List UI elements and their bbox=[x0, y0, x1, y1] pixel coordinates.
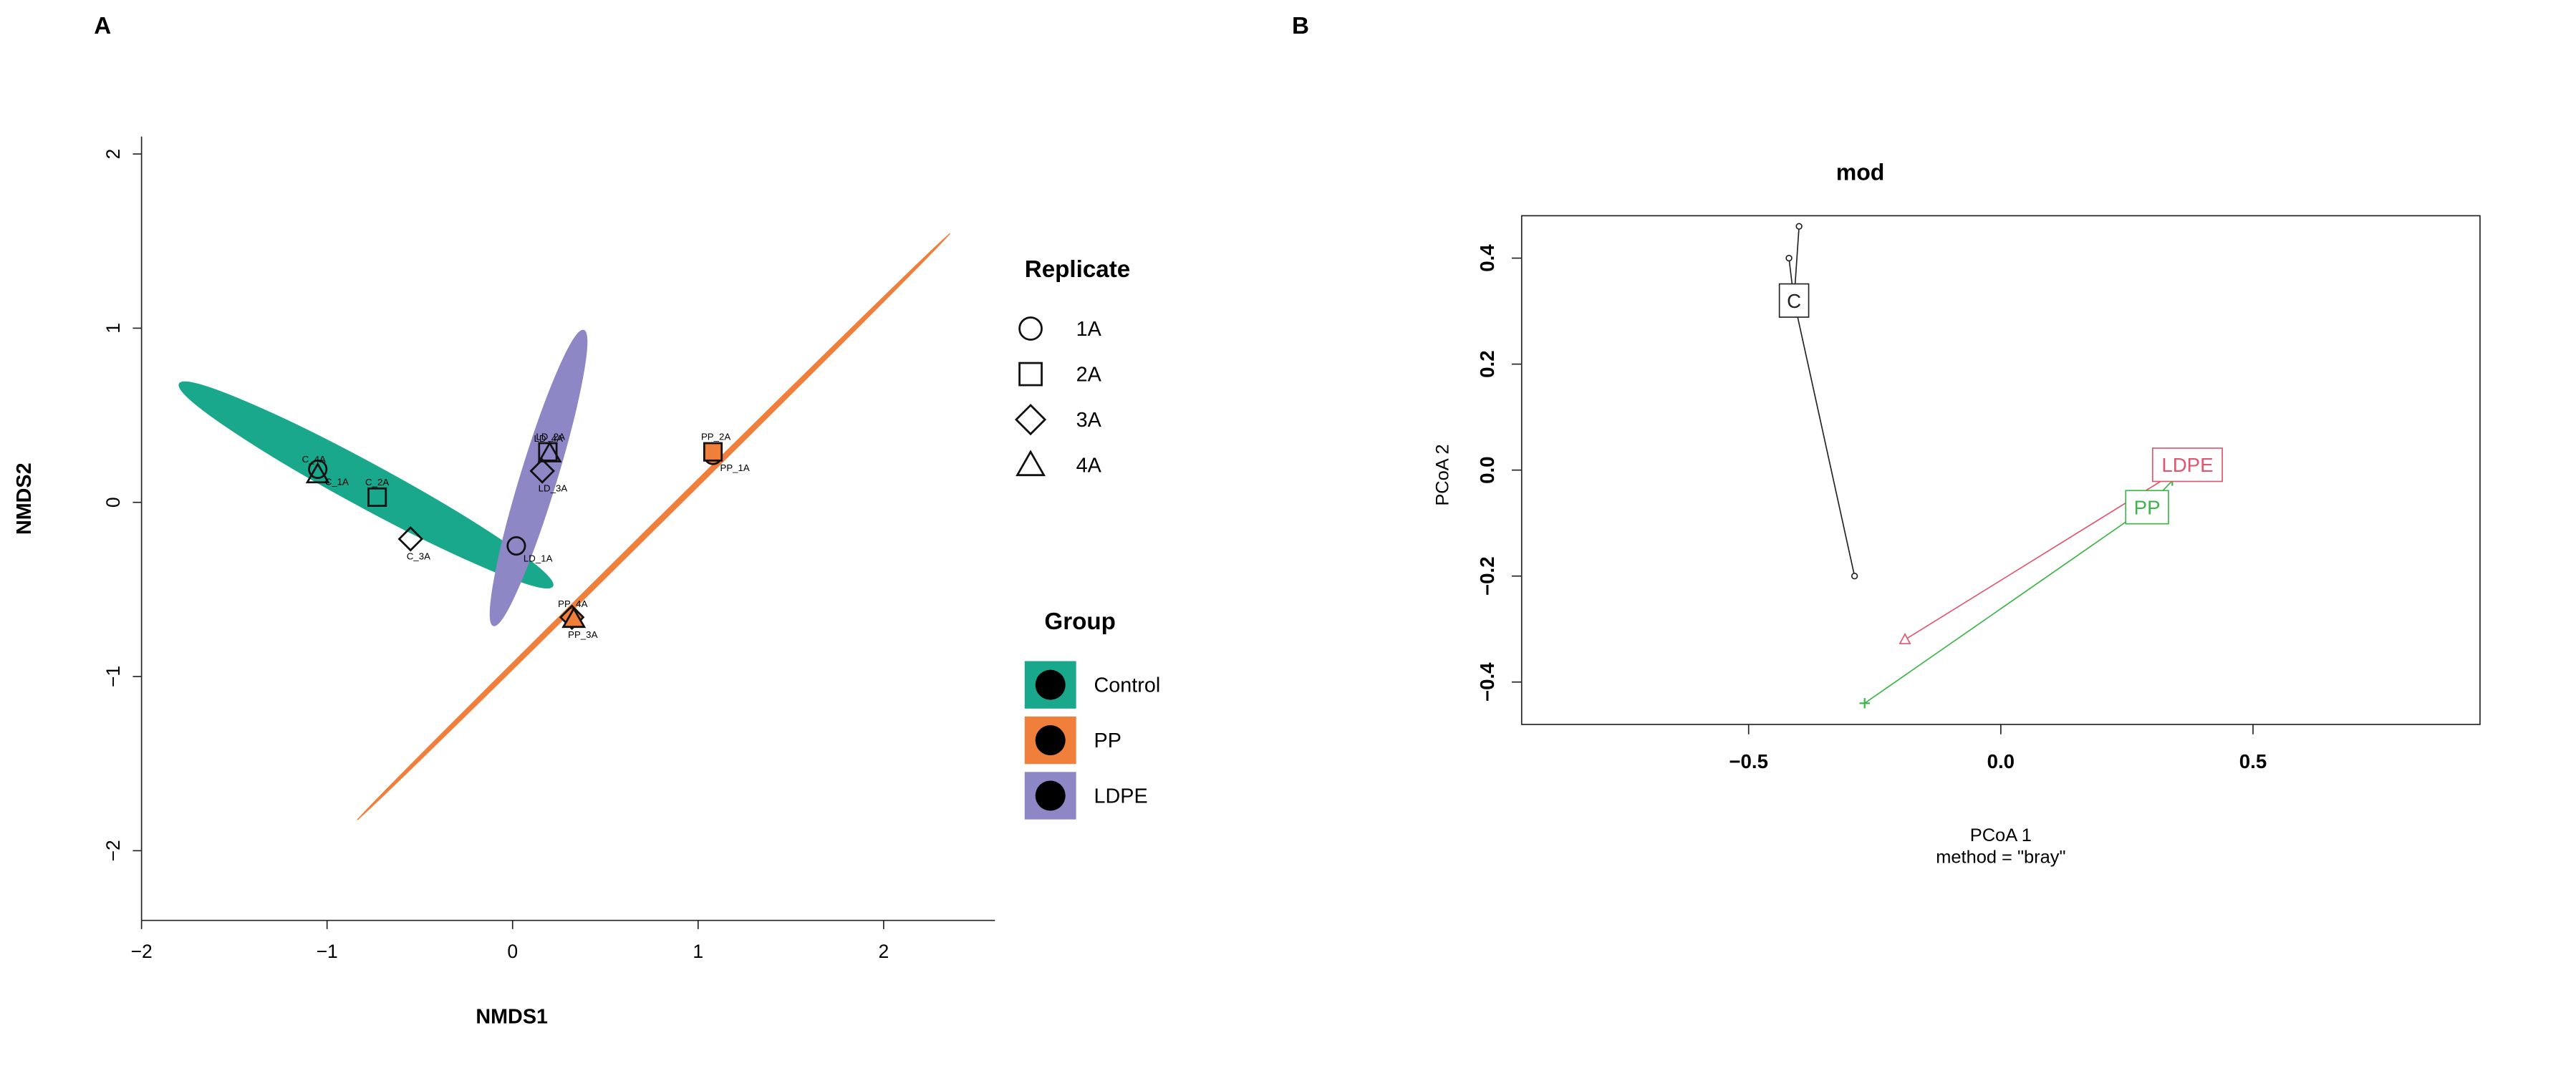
axes bbox=[140, 136, 995, 921]
legend-replicate-label: 1A bbox=[1076, 318, 1102, 341]
pcoa-point bbox=[1785, 254, 1793, 262]
point-label: LD_2A bbox=[536, 432, 565, 442]
pcoa-y-tick-label: 0.0 bbox=[1476, 456, 1498, 483]
point-c_1a bbox=[308, 459, 328, 480]
point-labels-layer: C_1A C_2A C_3A C_4A PP_1A PP_2A PP_3A PP_4A LD_1… bbox=[302, 432, 750, 640]
x-axis-title: NMDS1 bbox=[476, 1005, 548, 1028]
point-pp_4a bbox=[561, 606, 587, 629]
x-tick-label: 0 bbox=[507, 941, 518, 962]
legend-replicate-label: 2A bbox=[1076, 364, 1102, 387]
legend-replicate-items: 1A 2A 3A 4A bbox=[1014, 316, 1102, 477]
pcoa-point bbox=[1899, 633, 1911, 644]
pcoa-title: mod bbox=[1836, 160, 1885, 185]
y-tick-label: −1 bbox=[102, 666, 124, 687]
point-label: LD_1A bbox=[524, 553, 553, 564]
y-tick-label: 0 bbox=[102, 497, 124, 508]
legend-square-icon bbox=[1018, 362, 1043, 387]
legend-circle-icon bbox=[1018, 316, 1043, 341]
pcoa-x-tick-label: 0.5 bbox=[2239, 750, 2267, 772]
dispersion-segments bbox=[1788, 226, 2189, 704]
pcoa-y-ticks: −0.4 −0.2 0.0 0.2 0.4 bbox=[1476, 244, 1522, 702]
x-ticks: −2 −1 0 1 2 bbox=[131, 920, 889, 962]
dispersion-segment bbox=[1864, 506, 2148, 704]
legend-group-label: Control bbox=[1094, 674, 1161, 697]
point-label: LD_3A bbox=[539, 483, 568, 494]
point-label: C_2A bbox=[365, 477, 389, 488]
point-label: C_1A bbox=[325, 477, 349, 488]
legend-replicate-label: 4A bbox=[1076, 455, 1102, 477]
point-label: LD_4A bbox=[534, 433, 563, 444]
centroid-label-c: C bbox=[1787, 290, 1801, 312]
y-ticks: −2 −1 0 1 2 bbox=[102, 149, 142, 861]
point-label: C_4A bbox=[302, 454, 326, 465]
point-label: PP_1A bbox=[720, 462, 749, 473]
x-tick-label: 2 bbox=[878, 941, 889, 962]
x-tick-label: −2 bbox=[131, 941, 153, 962]
x-tick-label: 1 bbox=[693, 941, 703, 962]
legend: Replicate 1A 2A 3A 4A Group Control PP LDPE bbox=[1014, 256, 1161, 820]
legend-replicate-title: Replicate bbox=[1025, 256, 1130, 283]
y-axis-title: NMDS2 bbox=[13, 462, 36, 535]
pcoa-y-tick-label: −0.2 bbox=[1476, 556, 1498, 596]
centroid-box-ldpe bbox=[2151, 447, 2223, 483]
ellipse-layer bbox=[178, 233, 951, 821]
centroid-label-pp: PP bbox=[2134, 496, 2161, 518]
point-c_4a bbox=[305, 462, 330, 484]
point-label: C_3A bbox=[407, 551, 430, 562]
point-ld_4a bbox=[537, 441, 562, 462]
ellipse-pp bbox=[356, 233, 951, 821]
y-tick-label: 2 bbox=[102, 149, 124, 160]
dispersion-segment bbox=[1793, 300, 1856, 576]
legend-replicate-label: 3A bbox=[1076, 409, 1102, 432]
y-tick-label: −2 bbox=[102, 840, 124, 861]
points-layer bbox=[305, 441, 723, 631]
pcoa-x-tick-label: −0.5 bbox=[1729, 750, 1768, 772]
x-tick-label: −1 bbox=[317, 941, 338, 962]
pcoa-x-axis-title: PCoA 1 bbox=[1970, 825, 2032, 845]
nmds-plot: C_1A C_2A C_3A C_4A PP_1A PP_2A PP_3A PP_4A LD_1… bbox=[13, 136, 995, 1028]
legend-dot-icon bbox=[1035, 780, 1066, 811]
point-ld_1a bbox=[506, 536, 526, 556]
pcoa-point bbox=[1859, 698, 1870, 709]
centroid-box-c bbox=[1778, 283, 1810, 318]
pcoa-points bbox=[1785, 223, 2194, 709]
y-tick-label: 1 bbox=[102, 323, 124, 334]
legend-group-label: PP bbox=[1094, 729, 1121, 752]
legend-diamond-icon bbox=[1014, 404, 1047, 436]
pcoa-y-axis-title: PCoA 2 bbox=[1432, 444, 1452, 505]
point-ld_3a bbox=[529, 458, 555, 484]
point-label: PP_4A bbox=[558, 598, 587, 609]
pcoa-y-tick-label: 0.2 bbox=[1476, 350, 1498, 377]
panel-letter-b: B bbox=[1292, 13, 1309, 39]
pcoa-y-tick-label: −0.4 bbox=[1476, 662, 1498, 702]
centroid-label-ldpe: LDPE bbox=[2161, 454, 2213, 476]
point-c_2a bbox=[367, 487, 387, 507]
point-c_3a bbox=[397, 526, 424, 552]
point-label: PP_3A bbox=[568, 629, 597, 640]
pcoa-x-axis-subtitle: method = "bray" bbox=[1936, 847, 2065, 867]
legend-group-title: Group bbox=[1044, 608, 1115, 635]
legend-dot-icon bbox=[1035, 725, 1066, 756]
pcoa-point bbox=[1795, 223, 1803, 230]
pcoa-point bbox=[1851, 572, 1858, 580]
ellipse-control bbox=[178, 381, 554, 589]
pcoa-plot-frame bbox=[1520, 215, 2481, 725]
point-pp_2a bbox=[703, 442, 723, 462]
panel-letter-a: A bbox=[94, 13, 111, 39]
legend-triangle-icon bbox=[1016, 450, 1046, 477]
point-label: PP_2A bbox=[701, 432, 730, 442]
legend-group-label: LDPE bbox=[1094, 785, 1148, 808]
legend-dot-icon bbox=[1035, 669, 1066, 700]
pcoa-x-ticks: −0.5 0.0 0.5 bbox=[1729, 724, 2267, 772]
pcoa-x-tick-label: 0.0 bbox=[1987, 750, 2015, 772]
centroid-box-pp bbox=[2125, 490, 2169, 525]
pcoa-y-tick-label: 0.4 bbox=[1476, 244, 1498, 272]
legend-group-items: Control PP LDPE bbox=[1024, 661, 1161, 820]
